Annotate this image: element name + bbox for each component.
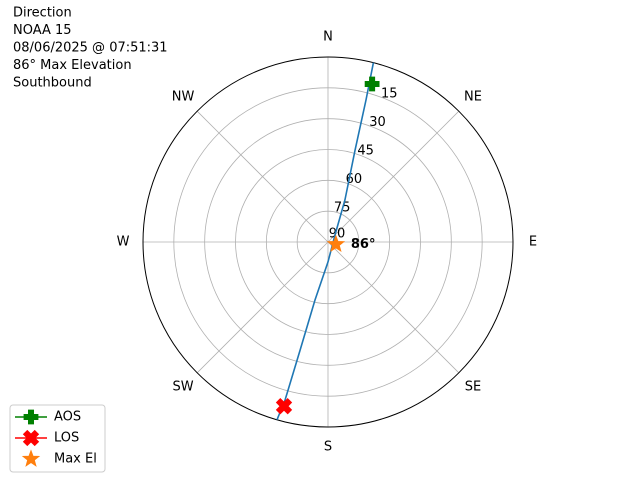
annotation: 86° — [351, 237, 376, 252]
theta-tick-label: NE — [464, 90, 482, 105]
legend-label: AOS — [54, 410, 81, 425]
grid-spoke — [196, 241, 329, 374]
theta-tick-label: E — [529, 235, 537, 250]
marker — [22, 429, 40, 447]
legend-label: LOS — [54, 431, 79, 446]
theta-tick-label: N — [323, 30, 333, 45]
marker — [364, 76, 380, 92]
title-line: NOAA 15 — [13, 23, 72, 38]
marker — [21, 449, 41, 467]
marker — [275, 398, 293, 415]
theta-tick-label: S — [324, 440, 332, 455]
polar-spine — [142, 56, 514, 428]
title-line: Direction — [13, 6, 72, 21]
theta-tick-label: NW — [172, 90, 195, 105]
r-tick-label: 45 — [357, 143, 374, 158]
theta-tick-label: SW — [172, 379, 193, 394]
r-tick-label: 15 — [381, 87, 398, 102]
title-line: 08/06/2025 @ 07:51:31 — [13, 41, 168, 56]
legend-entry: AOS — [15, 410, 81, 425]
legend-entry: Max El — [21, 449, 97, 467]
legend-entry: LOS — [15, 429, 79, 447]
grid-spoke — [327, 241, 460, 374]
title-line: Southbound — [13, 76, 92, 91]
marker — [23, 409, 39, 425]
marker — [326, 234, 346, 253]
theta-tick-label: SE — [465, 379, 481, 394]
grid-spoke — [327, 110, 460, 243]
theta-tick-label: W — [117, 235, 130, 250]
legend-label: Max El — [54, 452, 97, 467]
r-tick-label: 30 — [369, 115, 386, 130]
r-tick-label: 90 — [329, 227, 346, 242]
grid-spoke — [196, 110, 329, 243]
title-line: 86° Max Elevation — [13, 58, 132, 73]
